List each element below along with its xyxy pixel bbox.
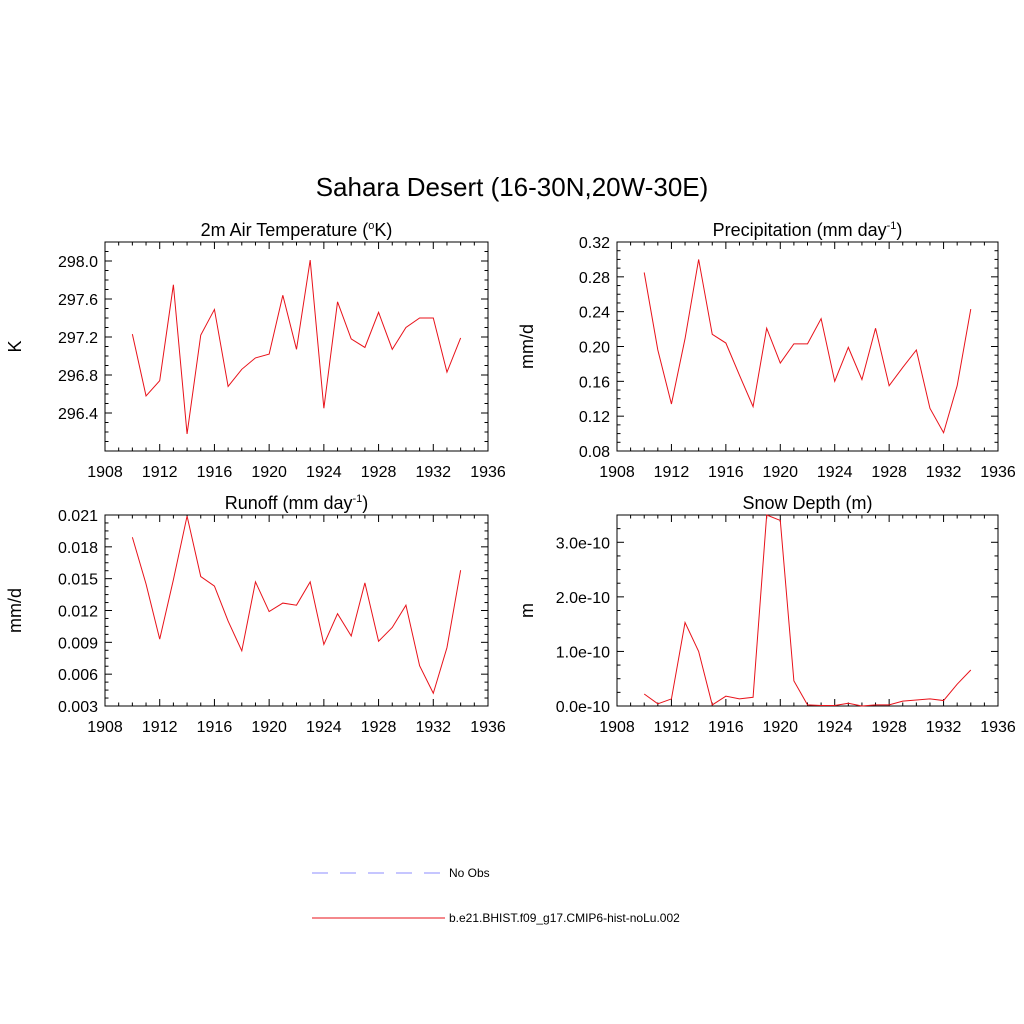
x-tick-label: 1908	[599, 464, 635, 481]
x-tick-label: 1920	[762, 464, 798, 481]
panel-precipitation: Precipitation (mm day-1) mm/d 1908 1912 1916…	[517, 220, 1016, 481]
x-tick-label: 1924	[817, 719, 853, 736]
x-tick-label: 1932	[926, 464, 962, 481]
series-line-temperature	[131, 259, 462, 434]
y-tick-label: 0.0e-10	[556, 699, 610, 716]
panel-title: Runoff (mm day-1)	[225, 493, 369, 513]
legend-label: b.e21.BHIST.f09_g17.CMIP6-hist-noLu.002	[449, 911, 680, 925]
x-tick-label: 1912	[142, 464, 178, 481]
x-tick-label: 1924	[817, 464, 853, 481]
y-tick-label: 298.0	[58, 254, 98, 271]
x-tick-label: 1916	[197, 464, 233, 481]
panel-title: Snow Depth (m)	[742, 493, 872, 513]
x-tick-label: 1928	[361, 464, 397, 481]
x-tick-label: 1912	[654, 719, 690, 736]
x-tick-label: 1912	[142, 719, 178, 736]
x-tick-label: 1912	[654, 464, 690, 481]
y-tick-label: 0.015	[58, 572, 98, 589]
x-tick-label: 1932	[415, 719, 451, 736]
y-tick-label: 0.012	[58, 604, 98, 621]
y-axis-label: mm/d	[5, 588, 25, 633]
y-axis-label: K	[5, 340, 25, 352]
y-tick-label: 0.018	[58, 540, 98, 557]
x-tick-label: 1916	[708, 719, 744, 736]
panel-title-superscript: -1	[352, 493, 362, 505]
x-tick-label: 1936	[980, 719, 1016, 736]
panels-group: 2m Air Temperature (oK) K 1908 1912 1916 1920…	[5, 220, 1016, 736]
panel-title-suffix: )	[896, 220, 902, 240]
y-tick-label: 0.003	[58, 699, 98, 716]
x-tick-label: 1928	[871, 464, 907, 481]
panel-title: Precipitation (mm day-1)	[713, 220, 903, 240]
x-tick-label: 1936	[470, 464, 506, 481]
x-tick-label: 1920	[251, 719, 287, 736]
x-tick-label: 1916	[708, 464, 744, 481]
x-tick-label: 1932	[415, 464, 451, 481]
panel-title-text: Runoff (mm day	[225, 493, 353, 513]
panel-title-superscript: -1	[887, 220, 897, 232]
x-tick-label: 1936	[980, 464, 1016, 481]
panel-title-text: Precipitation (mm day	[713, 220, 887, 240]
y-tick-label: 0.009	[58, 635, 98, 652]
y-tick-label: 296.4	[58, 406, 98, 423]
x-tick-label: 1916	[197, 719, 233, 736]
plot-frame	[616, 514, 999, 707]
panel-title: 2m Air Temperature (oK)	[201, 220, 393, 240]
panel-title-text: Snow Depth (m)	[742, 493, 872, 513]
y-tick-label: 0.12	[579, 409, 610, 426]
legend: No Obs b.e21.BHIST.f09_g17.CMIP6-hist-noL…	[312, 866, 680, 925]
figure-title: Sahara Desert (16-30N,20W-30E)	[316, 172, 709, 202]
y-tick-label: 0.08	[579, 444, 610, 461]
panel-title-superscript: o	[368, 220, 374, 232]
x-tick-label: 1920	[762, 719, 798, 736]
legend-item: No Obs	[312, 866, 490, 880]
series-line-runoff	[131, 515, 462, 695]
x-tick-label: 1924	[306, 464, 342, 481]
y-tick-label: 296.8	[58, 368, 98, 385]
x-tick-label: 1924	[306, 719, 342, 736]
plot-frame	[104, 514, 489, 707]
panel-title-text: 2m Air Temperature (	[201, 220, 369, 240]
x-tick-label: 1920	[251, 464, 287, 481]
y-tick-label: 0.16	[579, 374, 610, 391]
x-tick-label: 1928	[871, 719, 907, 736]
y-axis-label: m	[517, 603, 537, 618]
legend-item: b.e21.BHIST.f09_g17.CMIP6-hist-noLu.002	[312, 911, 680, 925]
x-tick-label: 1936	[470, 719, 506, 736]
panel-runoff: Runoff (mm day-1) mm/d 1908 1912 1916 1920 192…	[5, 493, 506, 736]
y-axis-label: mm/d	[517, 324, 537, 369]
series-line-snow-depth	[643, 514, 972, 707]
plot-frame	[616, 241, 999, 452]
y-tick-label: 0.32	[579, 235, 610, 252]
legend-label: No Obs	[449, 866, 490, 880]
panel-temperature: 2m Air Temperature (oK) K 1908 1912 1916 1920…	[5, 220, 506, 481]
y-tick-label: 0.021	[58, 508, 98, 525]
y-tick-label: 1.0e-10	[556, 644, 610, 661]
panel-title-suffix: )	[362, 493, 368, 513]
y-tick-label: 297.2	[58, 330, 98, 347]
panel-title-suffix: K)	[374, 220, 392, 240]
y-tick-label: 0.006	[58, 667, 98, 684]
panel-snow-depth: Snow Depth (m) m 1908 1912 1916 1920 1924 1928 1…	[517, 493, 1016, 736]
x-tick-label: 1908	[599, 719, 635, 736]
y-tick-label: 0.24	[579, 305, 610, 322]
x-tick-label: 1928	[361, 719, 397, 736]
y-tick-label: 297.6	[58, 292, 98, 309]
y-tick-label: 2.0e-10	[556, 590, 610, 607]
x-tick-label: 1908	[87, 464, 123, 481]
x-tick-label: 1932	[926, 719, 962, 736]
series-line-precipitation	[643, 259, 972, 434]
y-tick-label: 0.20	[579, 340, 610, 357]
y-tick-label: 3.0e-10	[556, 535, 610, 552]
y-tick-label: 0.28	[579, 270, 610, 287]
x-tick-label: 1908	[87, 719, 123, 736]
